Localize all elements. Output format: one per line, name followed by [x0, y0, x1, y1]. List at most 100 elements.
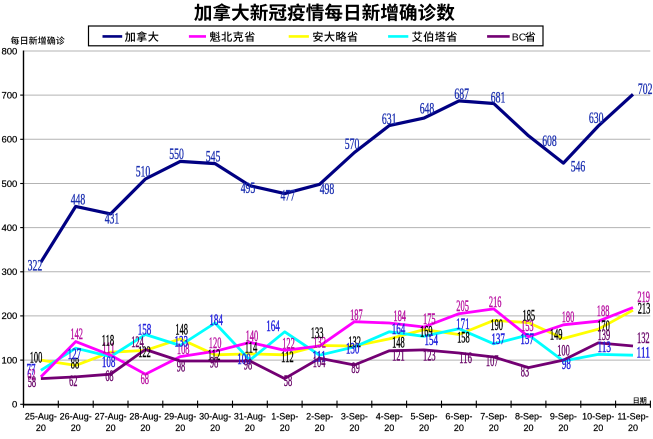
svg-text:448: 448 [71, 192, 86, 209]
svg-text:200: 200 [1, 311, 17, 322]
svg-text:2-Sep-: 2-Sep- [306, 412, 333, 422]
svg-text:124: 124 [131, 334, 144, 351]
svg-text:20: 20 [489, 423, 499, 433]
svg-text:108: 108 [177, 341, 190, 358]
svg-text:5-Sep-: 5-Sep- [410, 412, 437, 422]
svg-text:112: 112 [208, 347, 221, 364]
svg-text:158: 158 [457, 329, 470, 346]
svg-text:29-Aug-: 29-Aug- [164, 412, 196, 422]
svg-text:28-Aug-: 28-Aug- [129, 412, 161, 422]
svg-text:118: 118 [102, 333, 115, 350]
svg-text:20: 20 [419, 423, 429, 433]
svg-text:25-Aug-: 25-Aug- [25, 412, 57, 422]
svg-text:89: 89 [351, 360, 359, 377]
svg-text:608: 608 [542, 133, 557, 150]
svg-text:20: 20 [315, 423, 325, 433]
svg-text:62: 62 [27, 367, 35, 384]
svg-text:169: 169 [420, 323, 433, 340]
svg-text:213: 213 [638, 300, 651, 317]
svg-text:121: 121 [392, 347, 405, 364]
svg-text:0: 0 [12, 400, 17, 411]
svg-text:219: 219 [637, 289, 650, 306]
svg-text:68: 68 [105, 368, 113, 385]
svg-text:6-Sep-: 6-Sep- [445, 412, 472, 422]
svg-text:20: 20 [523, 423, 533, 433]
svg-text:122: 122 [282, 336, 295, 353]
svg-text:175: 175 [423, 311, 436, 328]
svg-text:170: 170 [597, 318, 610, 335]
svg-text:98: 98 [177, 359, 185, 376]
svg-text:216: 216 [489, 294, 502, 311]
svg-text:100: 100 [237, 351, 251, 368]
svg-text:550: 550 [169, 146, 184, 163]
svg-text:631: 631 [382, 111, 397, 128]
svg-text:154: 154 [425, 332, 439, 349]
svg-text:127: 127 [68, 346, 82, 363]
svg-text:116: 116 [459, 350, 472, 367]
svg-text:133: 133 [174, 333, 188, 350]
svg-text:687: 687 [454, 86, 469, 103]
svg-text:702: 702 [638, 81, 653, 98]
svg-text:20: 20 [558, 423, 568, 433]
svg-text:431: 431 [105, 210, 120, 227]
svg-text:27-Aug-: 27-Aug- [95, 412, 127, 422]
svg-text:545: 545 [206, 148, 221, 165]
svg-text:1-Sep-: 1-Sep- [271, 412, 298, 422]
svg-text:77: 77 [27, 361, 36, 378]
svg-text:20: 20 [106, 423, 116, 433]
svg-text:98: 98 [210, 354, 218, 371]
svg-text:62: 62 [69, 373, 77, 390]
svg-text:100: 100 [1, 355, 17, 366]
svg-text:20: 20 [454, 423, 464, 433]
svg-text:4-Sep-: 4-Sep- [376, 412, 403, 422]
svg-text:58: 58 [284, 373, 292, 390]
svg-text:123: 123 [423, 347, 436, 364]
svg-text:20: 20 [245, 423, 255, 433]
svg-text:7-Sep-: 7-Sep- [480, 412, 507, 422]
svg-text:100: 100 [557, 343, 570, 360]
svg-text:120: 120 [209, 335, 222, 352]
svg-text:630: 630 [589, 110, 604, 127]
svg-text:140: 140 [246, 328, 259, 345]
svg-text:137: 137 [491, 331, 505, 348]
svg-text:205: 205 [456, 298, 469, 315]
svg-text:164: 164 [266, 318, 280, 335]
svg-text:322: 322 [28, 257, 43, 274]
svg-text:133: 133 [311, 325, 324, 342]
svg-text:10-Sep-: 10-Sep- [582, 412, 614, 422]
svg-text:20: 20 [36, 423, 46, 433]
svg-text:31-Aug-: 31-Aug- [234, 412, 266, 422]
svg-text:113: 113 [597, 339, 611, 356]
svg-text:104: 104 [313, 354, 326, 371]
svg-text:107: 107 [486, 353, 499, 370]
svg-text:20: 20 [280, 423, 290, 433]
svg-text:171: 171 [456, 316, 470, 333]
svg-text:157: 157 [520, 331, 534, 348]
svg-text:142: 142 [70, 326, 83, 343]
svg-text:111: 111 [312, 349, 326, 366]
svg-text:83: 83 [521, 363, 529, 380]
svg-text:139: 139 [598, 327, 611, 344]
svg-text:700: 700 [1, 90, 17, 101]
svg-text:149: 149 [550, 326, 563, 343]
svg-text:30-Aug-: 30-Aug- [199, 412, 231, 422]
svg-text:510: 510 [136, 164, 151, 181]
svg-text:68: 68 [141, 371, 149, 388]
svg-text:495: 495 [241, 180, 256, 197]
svg-text:570: 570 [345, 136, 360, 153]
svg-text:130: 130 [346, 341, 360, 358]
svg-text:188: 188 [597, 303, 610, 320]
svg-text:132: 132 [637, 330, 650, 347]
svg-text:9-Sep-: 9-Sep- [550, 412, 577, 422]
svg-text:600: 600 [1, 135, 17, 146]
svg-text:11-Sep-: 11-Sep- [617, 412, 648, 422]
svg-text:148: 148 [175, 322, 188, 339]
svg-text:477: 477 [281, 188, 296, 205]
svg-text:20: 20 [210, 423, 220, 433]
svg-text:111: 111 [636, 345, 650, 362]
svg-text:100: 100 [30, 350, 43, 367]
svg-text:184: 184 [393, 308, 406, 325]
svg-text:187: 187 [350, 307, 363, 324]
svg-text:58: 58 [28, 374, 36, 391]
svg-text:500: 500 [1, 179, 17, 190]
